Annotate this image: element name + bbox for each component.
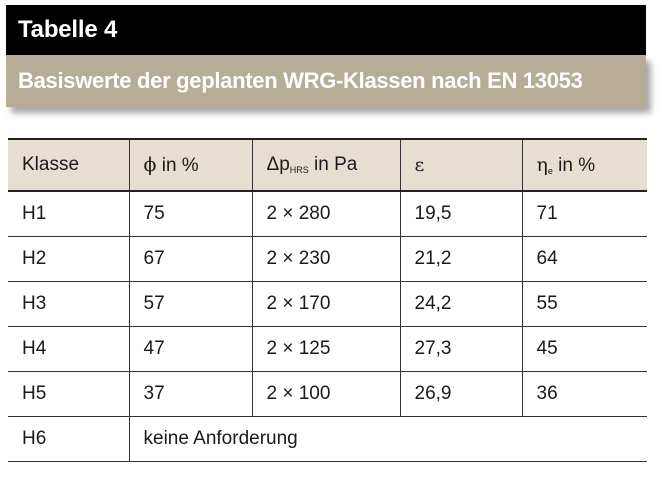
cell-note: keine Anforderung: [128, 415, 647, 462]
cell-klasse: H2: [8, 235, 129, 282]
table-row: H5 37 2 × 100 26,9 36: [8, 370, 647, 417]
delta-p-subscript: HRS: [289, 165, 309, 175]
phi-unit: in %: [156, 154, 199, 176]
cell-eta: 36: [521, 370, 647, 417]
cell-klasse: H5: [8, 370, 129, 417]
cell-phi: 57: [128, 280, 252, 327]
cell-eta: 45: [521, 325, 647, 372]
cell-klasse: H3: [8, 280, 129, 327]
table-row: H4 47 2 × 125 27,3 45: [8, 325, 647, 372]
header-klasse: Klasse: [8, 138, 129, 192]
cell-delta-p: 2 × 125: [251, 325, 400, 372]
epsilon-symbol: ε: [414, 153, 425, 176]
cell-phi: 75: [128, 190, 252, 237]
data-table: Klasse ϕ in % ΔpHRS in Pa ε ηe in %: [8, 138, 647, 462]
cell-klasse: H6: [8, 415, 129, 462]
table-row: H6 keine Anforderung: [8, 415, 647, 462]
cell-epsilon: 24,2: [399, 280, 522, 327]
table-row: H3 57 2 × 170 24,2 55: [8, 280, 647, 327]
cell-phi: 37: [128, 370, 252, 417]
cell-phi: 47: [128, 325, 252, 372]
cell-delta-p: 2 × 280: [251, 190, 400, 237]
cell-klasse: H4: [8, 325, 129, 372]
table-row: H1 75 2 × 280 19,5 71: [8, 190, 647, 237]
phi-symbol: ϕ: [143, 153, 157, 176]
data-table-wrapper: Klasse ϕ in % ΔpHRS in Pa ε ηe in %: [8, 138, 647, 462]
cell-epsilon: 21,2: [399, 235, 522, 282]
table-row: H2 67 2 × 230 21,2 64: [8, 235, 647, 282]
cell-eta: 64: [521, 235, 647, 282]
cell-delta-p: 2 × 100: [251, 370, 400, 417]
header-eta: ηe in %: [521, 138, 647, 192]
eta-subscript: e: [547, 165, 553, 176]
cell-delta-p: 2 × 230: [251, 235, 400, 282]
table-subtitle: Basiswerte der geplanten WRG-Klassen nac…: [18, 68, 583, 93]
cell-epsilon: 27,3: [399, 325, 522, 372]
delta-p-symbol: Δp: [266, 154, 290, 175]
eta-symbol: η: [536, 153, 548, 176]
table-title: Tabelle 4: [18, 16, 118, 43]
header-phi: ϕ in %: [128, 138, 252, 192]
header-delta-p: ΔpHRS in Pa: [251, 138, 400, 192]
header-epsilon: ε: [399, 138, 522, 192]
delta-p-unit: in Pa: [308, 154, 358, 175]
table-caption: Tabelle 4 Basiswerte der geplanten WRG-K…: [6, 5, 646, 107]
header-klasse-label: Klasse: [22, 154, 80, 175]
cell-eta: 55: [521, 280, 647, 327]
cell-epsilon: 26,9: [399, 370, 522, 417]
cell-klasse: H1: [8, 190, 129, 237]
table-subtitle-bar: Basiswerte der geplanten WRG-Klassen nac…: [6, 55, 646, 107]
table-header-row: Klasse ϕ in % ΔpHRS in Pa ε ηe in %: [8, 138, 647, 192]
eta-unit: in %: [552, 154, 596, 176]
cell-phi: 67: [128, 235, 252, 282]
cell-epsilon: 19,5: [399, 190, 522, 237]
table-title-bar: Tabelle 4: [6, 5, 646, 55]
cell-eta: 71: [521, 190, 647, 237]
cell-delta-p: 2 × 170: [251, 280, 400, 327]
